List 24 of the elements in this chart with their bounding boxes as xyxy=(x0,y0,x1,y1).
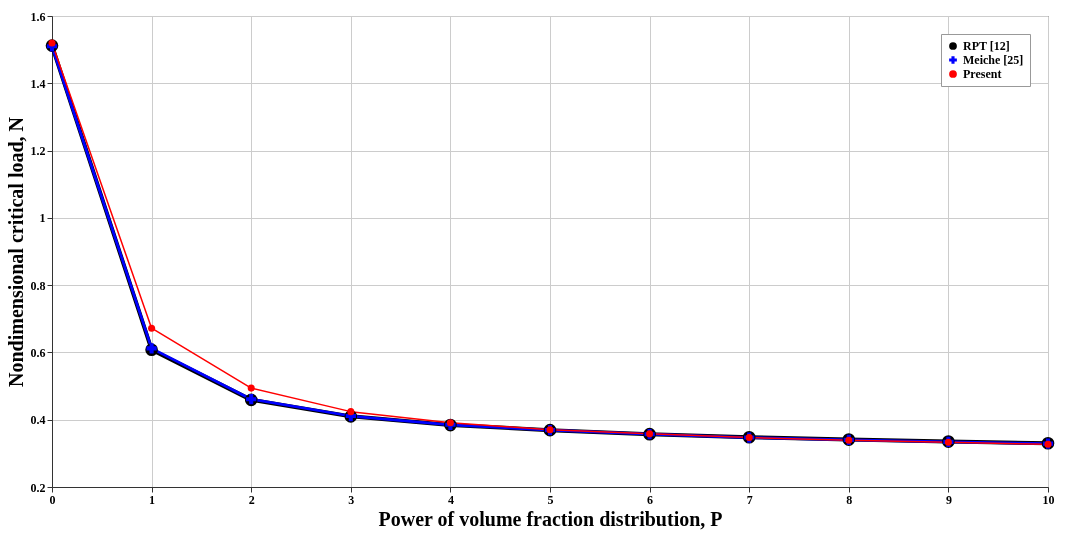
y-tick-label: 0.2 xyxy=(30,480,46,495)
y-axis-title: Nondimensional critical load, N xyxy=(4,116,27,388)
x-tick-label: 3 xyxy=(348,492,355,507)
legend-label: Meiche [25] xyxy=(963,53,1024,67)
y-tick-label: 1.6 xyxy=(30,9,46,24)
x-tick-label: 1 xyxy=(149,492,156,507)
x-tick-label: 5 xyxy=(547,492,554,507)
y-tick-label: 0.8 xyxy=(30,278,46,293)
x-axis-title: Power of volume fraction distribution, P xyxy=(378,507,723,530)
y-tick-label: 1.2 xyxy=(30,144,46,159)
y-tick-label: 1.4 xyxy=(30,76,46,91)
y-tick-label: 0.6 xyxy=(30,345,46,360)
x-tick-label: 8 xyxy=(846,492,853,507)
x-tick-label: 10 xyxy=(1042,492,1055,507)
x-tick-label: 2 xyxy=(248,492,255,507)
x-tick-label: 7 xyxy=(746,492,753,507)
x-tick-label: 9 xyxy=(945,492,952,507)
x-tick-label: 4 xyxy=(447,492,454,507)
x-tick-label: 0 xyxy=(49,492,56,507)
y-tick-label: 0.4 xyxy=(30,413,46,428)
x-tick-label: 6 xyxy=(647,492,654,507)
legend-label: RPT [12] xyxy=(963,39,1010,53)
legend-label: Present xyxy=(963,67,1002,81)
y-tick-label: 1 xyxy=(39,211,46,226)
